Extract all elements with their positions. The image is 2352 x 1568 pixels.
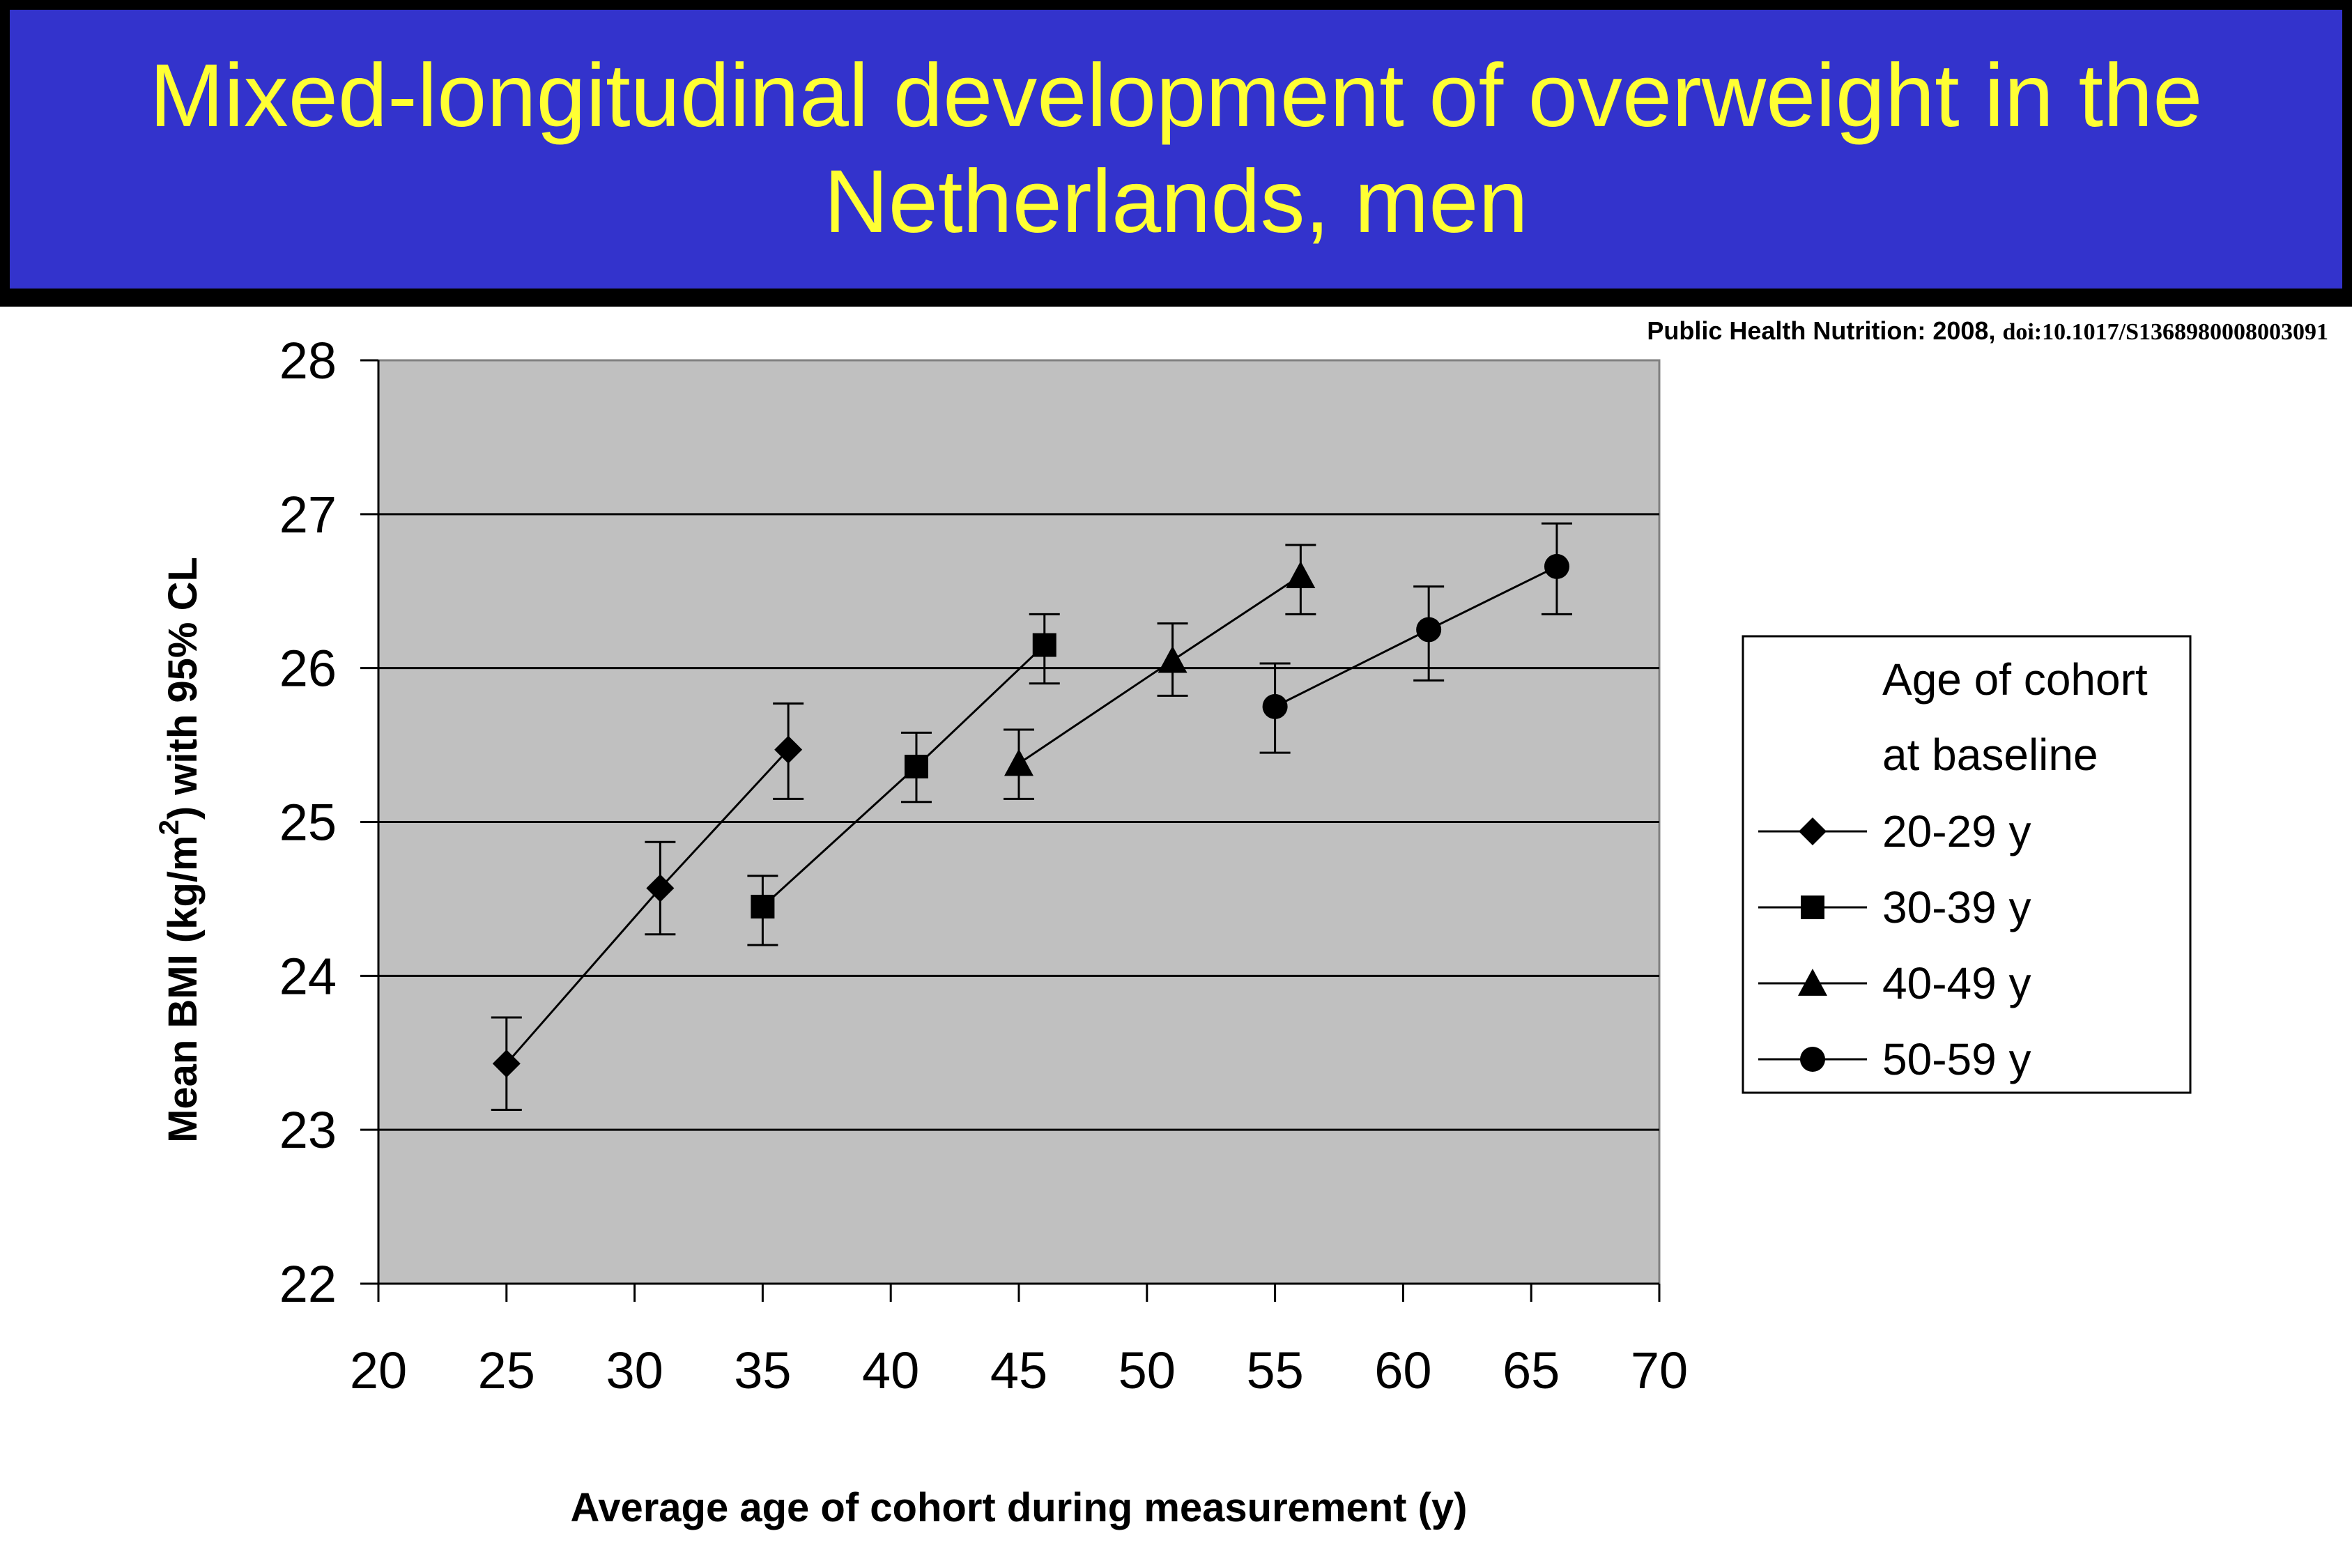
y-tick-label: 25 <box>279 794 337 852</box>
gridlines <box>378 513 1659 1131</box>
x-tick-label: 70 <box>1631 1342 1688 1399</box>
citation-doi: doi:10.1017/S1368980008003091 <box>2002 319 2328 345</box>
x-tick-labels: 20 25 30 35 40 45 50 55 60 65 70 <box>350 1342 1688 1399</box>
legend-title-line1: Age of cohort <box>1882 654 2148 705</box>
y-axis-title-main: Mean BMI (kg/m <box>160 835 206 1143</box>
data-point <box>1262 693 1288 719</box>
x-tick-label: 55 <box>1246 1342 1303 1399</box>
citation-journal: Public Health Nutrition: 2008, <box>1647 316 2003 345</box>
legend-entry: 30-39 y <box>1758 882 2031 932</box>
legend-label: 50-59 y <box>1882 1034 2031 1084</box>
legend-entry: 40-49 y <box>1758 958 2031 1008</box>
data-point <box>904 755 928 778</box>
x-tick-label: 60 <box>1374 1342 1431 1399</box>
series-40-49y <box>1004 544 1316 800</box>
y-tick-label: 24 <box>279 947 337 1005</box>
data-series <box>491 522 1572 1111</box>
y-tick-label: 27 <box>279 486 337 544</box>
y-tick-labels: 22 23 24 25 26 27 28 <box>279 332 337 1313</box>
legend-title-line2: at baseline <box>1882 730 2098 780</box>
legend-label: 40-49 y <box>1882 958 2031 1008</box>
y-axis-title-sup: 2 <box>154 820 185 835</box>
data-point <box>774 735 803 764</box>
y-axis-title-tail: ) with 95% CL <box>160 557 206 820</box>
x-tick-label: 30 <box>606 1342 663 1399</box>
legend-marker <box>1799 817 1827 845</box>
legend-entry: 20-29 y <box>1758 806 2031 856</box>
data-point <box>1158 645 1187 673</box>
y-tick-label: 26 <box>279 640 337 698</box>
x-tick-label: 45 <box>990 1342 1047 1399</box>
slide-title-line2: Netherlands, men <box>824 152 1528 252</box>
title-box: Mixed-longitudinal development of overwe… <box>10 10 2342 289</box>
x-tick-label: 25 <box>478 1342 535 1399</box>
slide-title-line1: Mixed-longitudinal development of overwe… <box>149 46 2203 146</box>
x-tick-label: 35 <box>734 1342 791 1399</box>
legend-label: 20-29 y <box>1882 806 2031 856</box>
legend-marker <box>1800 1047 1825 1072</box>
legend-marker <box>1798 969 1827 996</box>
x-tick-label: 20 <box>350 1342 407 1399</box>
legend-box <box>1742 635 2192 1094</box>
series-20-29y <box>491 702 804 1111</box>
slide-title: Mixed-longitudinal development of overwe… <box>26 43 2326 255</box>
x-axis-title: Average age of cohort during measurement… <box>570 1485 1467 1530</box>
y-tick-label: 23 <box>279 1101 337 1159</box>
data-point <box>1032 633 1056 657</box>
data-point <box>492 1050 521 1078</box>
y-tick-label: 28 <box>279 332 337 390</box>
data-point <box>751 894 775 918</box>
title-band: Mixed-longitudinal development of overwe… <box>0 0 2352 307</box>
data-point <box>646 874 675 902</box>
axes <box>360 359 1661 1302</box>
y-axis-title: Mean BMI (kg/m2) with 95% CL <box>154 557 206 1143</box>
legend-entry: 50-59 y <box>1758 1034 2031 1084</box>
legend-marker <box>1801 896 1824 919</box>
data-point <box>1544 553 1569 579</box>
data-point <box>1416 617 1442 643</box>
legend: Age of cohort at baseline 20-29 y 30-39 y 40… <box>1742 635 2192 1094</box>
series-50-59y <box>1259 522 1572 754</box>
series-30-39y <box>747 613 1060 946</box>
legend-label: 30-39 y <box>1882 882 2031 932</box>
data-point <box>1004 748 1033 776</box>
x-tick-label: 65 <box>1502 1342 1560 1399</box>
y-tick-label: 22 <box>279 1255 337 1313</box>
citation: Public Health Nutrition: 2008, doi:10.10… <box>1647 316 2328 346</box>
x-tick-label: 50 <box>1119 1342 1176 1399</box>
x-tick-label: 40 <box>862 1342 919 1399</box>
data-point <box>1286 561 1316 589</box>
